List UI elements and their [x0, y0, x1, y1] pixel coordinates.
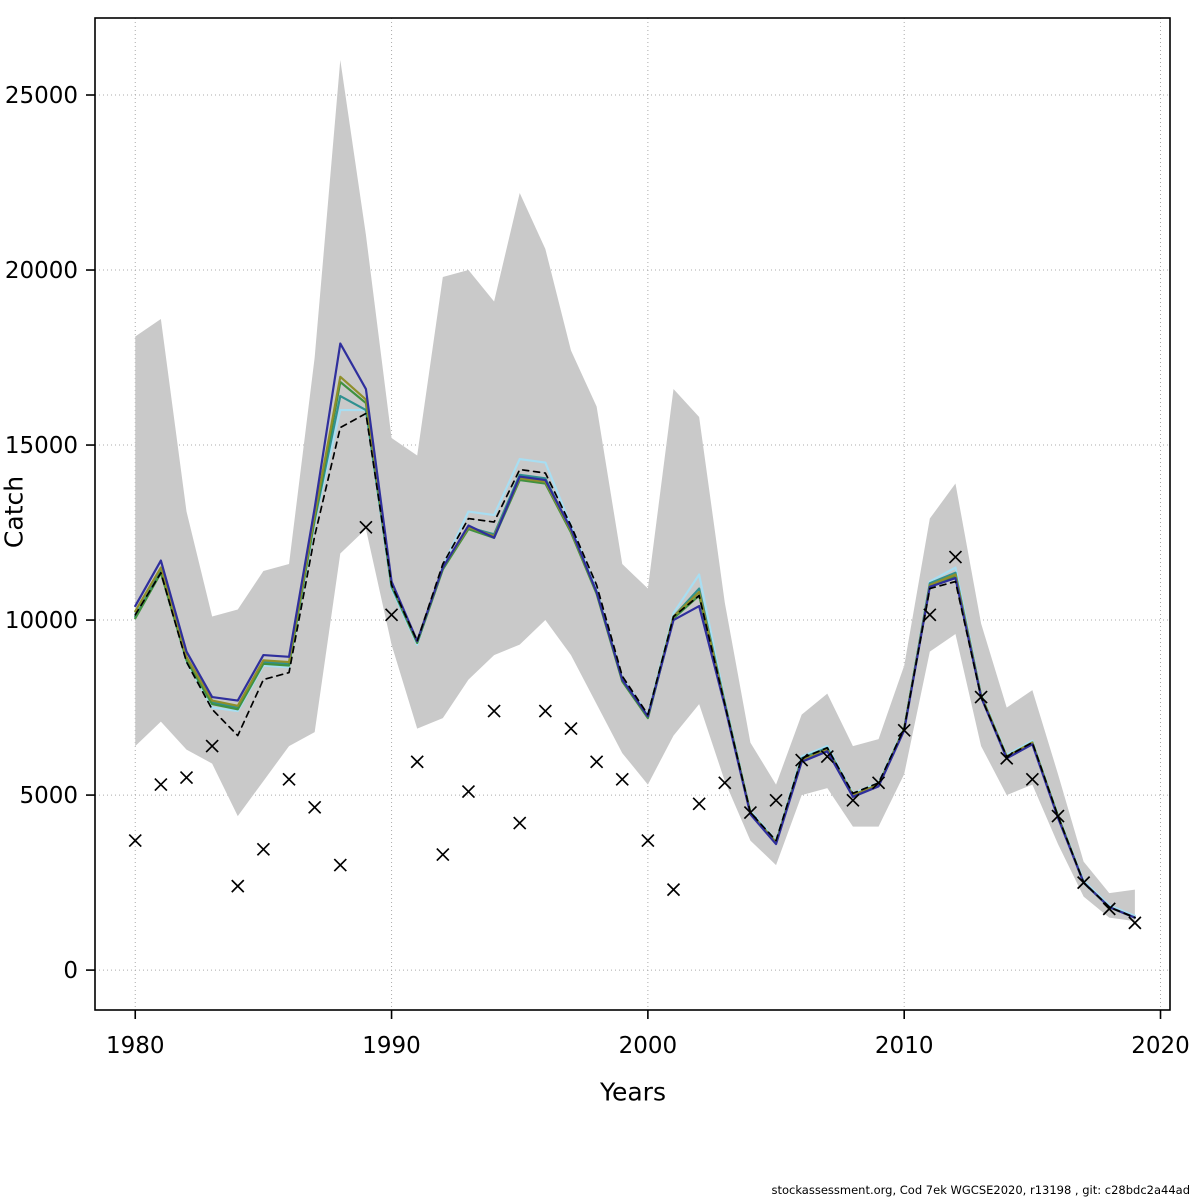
observed-marker — [205, 739, 219, 753]
observed-marker — [513, 816, 527, 830]
plot-border — [94, 17, 1171, 1011]
observed-marker — [769, 793, 783, 807]
observed-marker — [231, 879, 245, 893]
observed-marker — [1000, 751, 1014, 765]
observed-marker — [871, 776, 886, 790]
observed-marker — [1128, 916, 1142, 930]
y-axis-title: Catch — [0, 475, 29, 549]
y-tick-label: 5000 — [19, 783, 78, 809]
observed-marker — [359, 520, 373, 534]
observed-marker — [128, 833, 142, 848]
y-tick-label: 0 — [63, 958, 78, 984]
observed-marker — [1025, 772, 1039, 786]
observed-marker — [923, 608, 937, 622]
observed-marker — [641, 833, 655, 848]
observed-marker — [666, 882, 681, 897]
observed-marker — [897, 723, 911, 737]
observed-marker — [743, 805, 758, 820]
observed-marker — [820, 749, 834, 764]
observed-marker — [282, 772, 296, 786]
observed-marker — [410, 755, 424, 769]
x-tick-label: 2020 — [1131, 1033, 1190, 1059]
y-tick-label: 15000 — [5, 433, 78, 459]
observed-marker — [256, 842, 271, 856]
observed-marker — [718, 776, 732, 790]
observed-marker — [487, 704, 501, 718]
credit-text: stockassessment.org, Cod 7ek WGCSE2020, … — [771, 1183, 1190, 1197]
observed-marker — [590, 755, 604, 769]
observed-marker — [436, 847, 450, 862]
observed-marker — [461, 784, 476, 799]
confidence-band — [135, 60, 1135, 922]
observed-marker — [692, 797, 706, 811]
observed-marker — [154, 777, 168, 792]
observed-marker — [1051, 809, 1065, 823]
observed-marker — [948, 550, 963, 564]
observed-marker — [846, 793, 860, 807]
observed-marker — [1102, 902, 1116, 916]
observed-marker — [384, 608, 399, 622]
observed-marker — [974, 690, 988, 704]
x-tick-label: 1980 — [106, 1033, 165, 1059]
y-tick-label: 10000 — [5, 608, 78, 634]
observed-marker — [333, 858, 347, 872]
observed-marker — [564, 721, 578, 736]
observed-marker — [1077, 875, 1091, 890]
x-tick-label: 2000 — [619, 1033, 678, 1059]
y-tick-label: 25000 — [5, 83, 78, 109]
x-tick-label: 2010 — [875, 1033, 934, 1059]
x-tick-label: 1990 — [362, 1033, 421, 1059]
observed-marker — [308, 800, 322, 814]
observed-marker — [179, 770, 194, 785]
series-line-run-darkblue — [134, 342, 1136, 919]
observed-marker — [538, 704, 552, 718]
series-line-base-fit-dashed — [134, 412, 1136, 919]
observed-marker — [615, 772, 629, 786]
x-axis-title: Years — [600, 1077, 666, 1107]
y-tick-label: 20000 — [5, 258, 78, 284]
observed-marker — [795, 753, 809, 767]
